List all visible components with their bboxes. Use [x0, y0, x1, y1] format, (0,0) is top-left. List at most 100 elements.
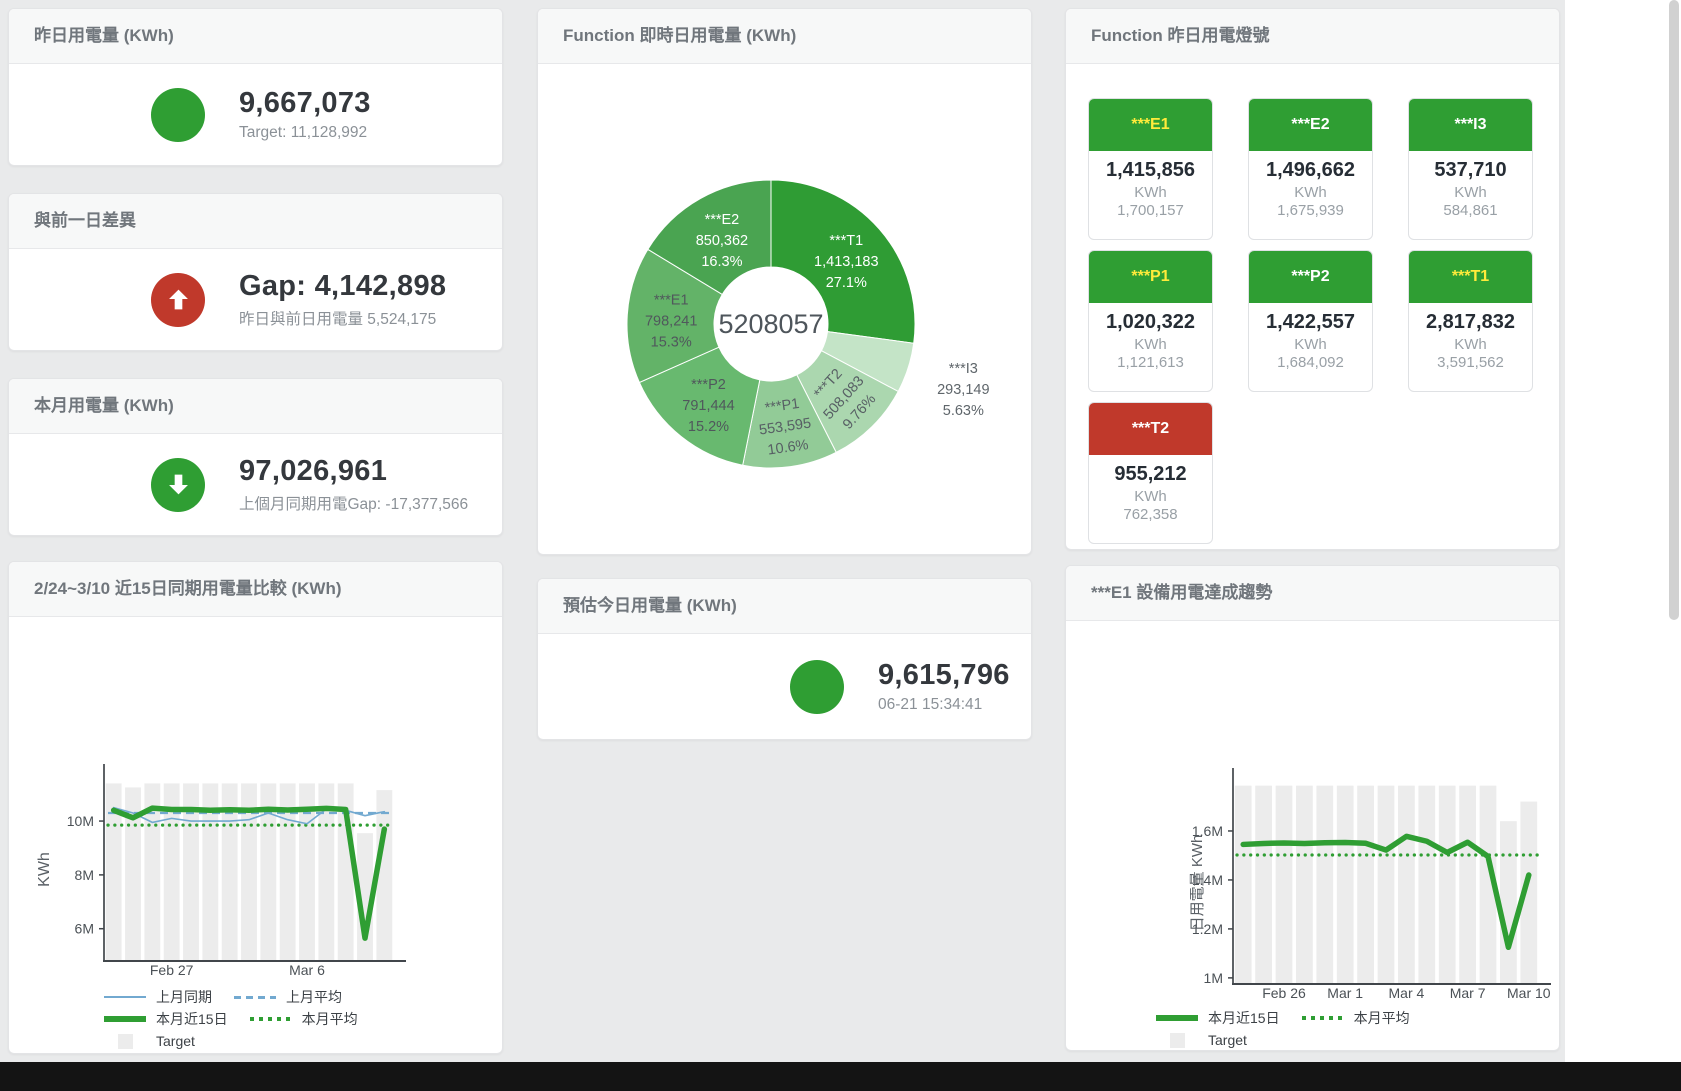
donut-slice-label: ***P1553,59510.6% [755, 395, 815, 460]
legend-label: 上月同期 [156, 989, 212, 1005]
tile-header: ***P2 [1249, 251, 1372, 303]
card-yesterday-usage: 昨日用電量 (KWh) 9,667,073 Target: 11,128,992 [8, 8, 503, 166]
target-bar [1336, 785, 1354, 984]
legend-item: 本月平均 [1301, 1008, 1410, 1028]
card-header: 本月用電量 (KWh) [9, 379, 502, 434]
y-axis-tick-label: 1M [1204, 970, 1223, 986]
donut-slice-label: ***I3 293,149 5.63% [937, 361, 989, 419]
legend-row: 本月近15日 本月平均 [1156, 1007, 1559, 1029]
kpi-value: 9,667,073 [239, 87, 371, 119]
legend-item: Target [1156, 1032, 1247, 1048]
legend-item: Target [104, 1033, 195, 1049]
tile-target: 584,861 [1443, 202, 1498, 219]
card-body: 9,615,796 06-21 15:34:41 [538, 634, 1031, 739]
legend-label: 本月平均 [301, 1011, 358, 1027]
tile-unit: KWh [1294, 336, 1327, 353]
chart-legend: 本月近15日 本月平均 Target [1066, 1007, 1559, 1050]
target-bar [299, 783, 315, 961]
legend-swatch [104, 1011, 146, 1027]
target-bar [105, 783, 122, 961]
arrow-up-icon [151, 272, 205, 327]
kpi-subtitle: Target: 11,128,992 [239, 124, 368, 141]
target-bar [144, 783, 161, 961]
tile-target: 1,121,613 [1117, 354, 1184, 371]
legend-item: 上月平均 [234, 987, 342, 1007]
card-usage-compare-chart: 2/24~3/10 近15日同期用電量比較 (KWh) 6M 8M 10M Feb 2… [8, 561, 503, 1054]
card-title: Function 昨日用電燈號 [1091, 26, 1270, 45]
status-circle-icon [151, 87, 205, 142]
tile-value: 1,422,557 [1266, 311, 1355, 333]
kpi-subtitle: 06-21 15:34:41 [878, 696, 983, 713]
donut-slice-label: ***T1 1,413,183 27.1% [814, 233, 879, 291]
tile-header: ***P1 [1089, 251, 1212, 303]
card-header: Function 即時日用電量 (KWh) [538, 9, 1031, 64]
y-axis-tick-label: 1.6M [1192, 823, 1223, 839]
kpi-text: 97,026,961 上個月同期用電Gap: -17,377,566 [239, 455, 468, 514]
legend-item: 上月同期 [104, 987, 212, 1007]
x-axis-tick-label: Mar 7 [1450, 985, 1486, 1001]
target-bar [221, 783, 238, 961]
tile-unit: KWh [1454, 184, 1487, 201]
target-bar [163, 783, 180, 961]
x-axis-tick-label: Mar 1 [1327, 985, 1363, 1001]
legend-item: 本月近15日 [1156, 1008, 1280, 1028]
legend-label: 上月平均 [286, 989, 342, 1005]
legend-row: Target [104, 1030, 502, 1052]
legend-swatch [1156, 1010, 1198, 1026]
card-header: 昨日用電量 (KWh) [9, 9, 502, 64]
card-body: 9,667,073 Target: 11,128,992 [9, 64, 502, 165]
target-bar [183, 783, 199, 961]
card-header: 預估今日用電量 (KWh) [538, 579, 1031, 634]
kpi-value: Gap: 4,142,898 [239, 270, 447, 302]
card-body: 97,026,961 上個月同期用電Gap: -17,377,566 [9, 434, 502, 535]
donut-slice [626, 248, 723, 384]
card-estimated-today-usage: 預估今日用電量 (KWh) 9,615,796 06-21 15:34:41 [537, 578, 1032, 740]
x-axis-tick-label: Feb 26 [1262, 985, 1306, 1001]
target-bar [376, 790, 393, 961]
tile-header: ***E1 [1089, 99, 1212, 151]
tile-value: 1,415,856 [1106, 159, 1195, 181]
y-axis-tick-label: 1.4M [1192, 872, 1223, 888]
target-bar [1398, 785, 1415, 984]
usage-compare-chart: 6M 8M 10M Feb 27 Mar 6 KWh [36, 764, 406, 978]
tile-header: ***T2 [1089, 403, 1212, 455]
legend-label: 本月近15日 [156, 1011, 228, 1027]
tile-target: 3,591,562 [1437, 354, 1504, 371]
target-bar [1459, 785, 1476, 984]
card-header: ***E1 設備用電達成趨勢 [1066, 566, 1559, 621]
card-body: 6M 8M 10M Feb 27 Mar 6 KWh 上月同期 上月平均本月近15日 本月平均… [9, 617, 502, 1052]
legend-item: 本月近15日 [104, 1009, 228, 1029]
legend-row: 上月同期 上月平均 [104, 986, 502, 1008]
card-yesterday-usage-status: Function 昨日用電燈號 ***E1 1,415,856 KWh 1,700,1… [1065, 8, 1560, 550]
target-bar [1438, 785, 1456, 984]
e1-trend-chart: 1M 1.2M 1.4M 1.6M Feb 26 Mar 1 Mar 4 Mar 7 Mar 1… [1189, 768, 1551, 1001]
card-body: Gap: 4,142,898 昨日與前日用電量 5,524,175 [9, 249, 502, 350]
target-bar [202, 783, 219, 961]
donut-slice [770, 179, 916, 344]
donut-slice [647, 179, 772, 296]
kpi-text: Gap: 4,142,898 昨日與前日用電量 5,524,175 [239, 270, 446, 329]
x-axis-tick-label: Mar 10 [1507, 985, 1551, 1001]
card-day-gap: 與前一日差異 Gap: 4,142,898 昨日與前日用電量 5,524,175 [8, 193, 503, 351]
chart-legend: 上月同期 上月平均本月近15日 本月平均 Target [9, 986, 502, 1052]
tile-value: 537,710 [1434, 159, 1507, 181]
legend-swatch [1301, 1010, 1344, 1026]
target-bar [1418, 785, 1436, 984]
realtime-usage-donut-chart: ***T1 1,413,183 27.1%***I3 293,149 5.63%***T… [626, 179, 990, 469]
up-arrow-glyph [168, 289, 188, 310]
tile-unit: KWh [1134, 488, 1167, 505]
status-tile: ***P1 1,020,322 KWh 1,121,613 [1088, 250, 1213, 392]
card-title: 2/24~3/10 近15日同期用電量比較 (KWh) [34, 579, 342, 598]
x-axis-tick-label: Mar 4 [1389, 985, 1425, 1001]
target-bar [1275, 785, 1293, 984]
tile-value: 2,817,832 [1426, 311, 1515, 333]
scrollbar-thumb[interactable] [1669, 0, 1679, 620]
legend-row: Target [1156, 1029, 1559, 1050]
tile-unit: KWh [1294, 184, 1327, 201]
target-bar [279, 783, 296, 961]
donut-slice-label: ***P2 791,444 15.2% [682, 377, 734, 435]
tile-unit: KWh [1134, 336, 1167, 353]
target-bar [318, 783, 335, 961]
y-axis-tick-label: 1.2M [1192, 921, 1223, 937]
tile-target: 1,675,939 [1277, 202, 1344, 219]
